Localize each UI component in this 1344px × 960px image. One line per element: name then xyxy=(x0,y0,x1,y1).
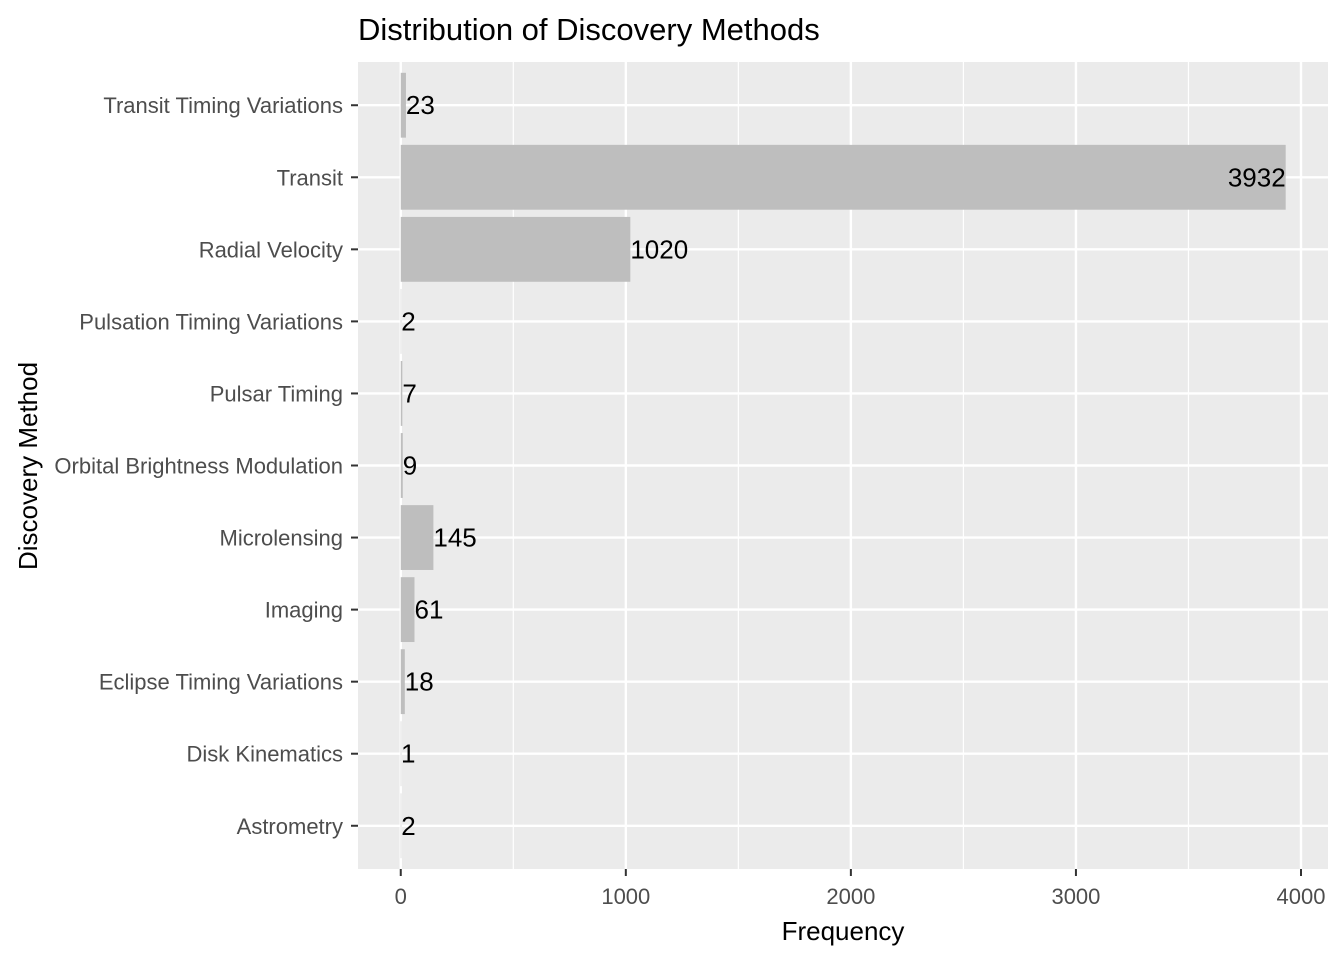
bar xyxy=(400,721,402,787)
data-label: 1 xyxy=(401,739,415,769)
x-tick-label: 2000 xyxy=(826,884,875,909)
x-tick-label: 4000 xyxy=(1277,884,1326,909)
x-axis-title: Frequency xyxy=(782,916,905,946)
y-tick-label: Radial Velocity xyxy=(199,237,343,262)
data-label: 1020 xyxy=(630,234,688,264)
x-tick-label: 3000 xyxy=(1051,884,1100,909)
y-tick-label: Pulsar Timing xyxy=(210,381,343,406)
y-tick-label: Transit Timing Variations xyxy=(103,93,343,118)
bar xyxy=(400,72,406,138)
data-label: 23 xyxy=(406,90,435,120)
bar xyxy=(400,577,415,643)
data-label: 145 xyxy=(433,523,476,553)
data-label: 7 xyxy=(402,378,416,408)
bar xyxy=(400,793,402,859)
bar xyxy=(400,144,1286,210)
y-tick-label: Eclipse Timing Variations xyxy=(99,670,343,695)
bars xyxy=(400,72,1286,859)
data-labels: 2 1 18 61 145 9 7 2 1020 3932 23 xyxy=(401,90,1286,841)
y-tick-label: Imaging xyxy=(265,598,343,623)
bar xyxy=(400,288,402,354)
y-axis-title: Discovery Method xyxy=(13,362,43,570)
y-tick-label: Pulsation Timing Variations xyxy=(79,309,343,334)
y-tick-label: Astrometry xyxy=(237,814,343,839)
data-label: 9 xyxy=(403,451,417,481)
y-tick-label: Microlensing xyxy=(220,526,344,551)
x-axis: 0 1000 2000 3000 4000 xyxy=(395,869,1326,909)
bar xyxy=(400,216,631,282)
bar xyxy=(400,361,403,426)
y-tick-label: Transit xyxy=(277,165,343,190)
x-tick-label: 1000 xyxy=(601,884,650,909)
bar xyxy=(400,433,403,498)
y-tick-label: Disk Kinematics xyxy=(187,742,343,767)
bar xyxy=(400,505,434,570)
x-tick-label: 0 xyxy=(395,884,407,909)
bar xyxy=(400,649,405,715)
data-label: 3932 xyxy=(1228,162,1286,192)
y-tick-label: Orbital Brightness Modulation xyxy=(54,454,343,479)
chart-title: Distribution of Discovery Methods xyxy=(358,12,820,47)
data-label: 2 xyxy=(401,811,415,841)
data-label: 18 xyxy=(405,667,434,697)
data-label: 61 xyxy=(414,595,443,625)
y-axis: Astrometry Disk Kinematics Eclipse Timing … xyxy=(54,93,358,839)
data-label: 2 xyxy=(401,306,415,336)
